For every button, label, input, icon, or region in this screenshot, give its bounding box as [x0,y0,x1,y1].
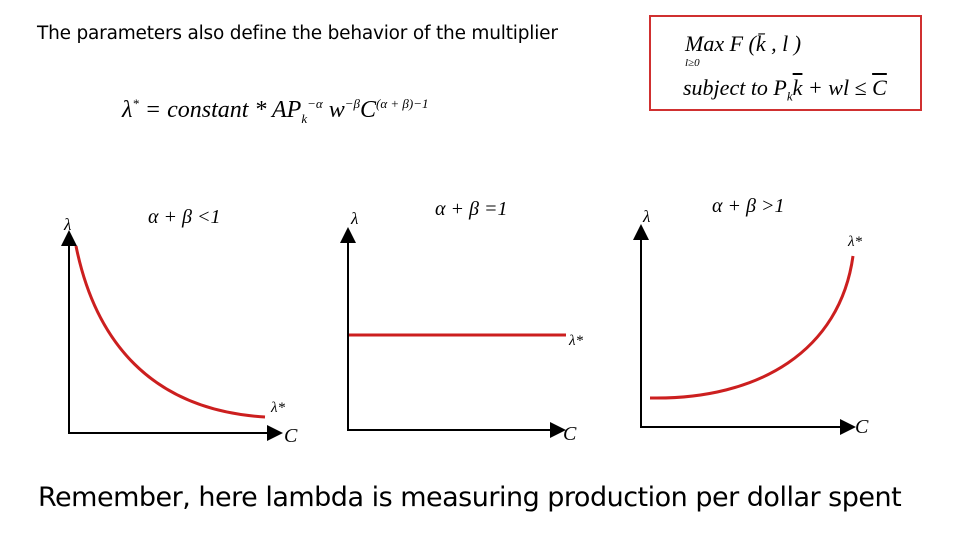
chart2-curve-label: λ* [568,333,583,349]
multiplier-equation: λ* = constant * APk−α w−βC(α + β)−1 [122,96,429,127]
slide-footer: Remember, here lambda is measuring produ… [38,482,902,513]
chart3-x-label: C [855,416,869,438]
eq-p-sub: k [301,110,308,126]
constraint-k-bar: k [792,75,803,100]
chart2-x-label: C [563,423,577,445]
eq-lambda-star: * [132,96,139,111]
chart2-y-label: λ [350,209,358,228]
chart2-condition: α + β =1 [435,198,507,220]
chart3-y-label: λ [642,207,650,226]
constraint-rest: + wl ≤ [802,75,873,100]
eq-c: C [359,97,376,123]
eq-body: = constant * AP [138,97,302,123]
eq-w: w [322,97,345,123]
optimization-problem-box: Max F (k̄ , l ) l≥0 subject to Pkk + wl … [649,15,922,111]
chart-constant: α + β =1 λ C λ* [340,198,583,445]
chart1-curve-label: λ* [270,400,285,416]
chart1-curve [74,245,266,419]
constraint-subject: subject to P [683,75,787,100]
constraint-p-sub: k [786,88,793,104]
objective-line: Max F (k̄ , l ) [685,31,801,57]
eq-c-sup: (α + β)−1 [376,96,429,111]
chart1-y-label: λ [63,215,71,234]
eq-lambda: λ [122,97,133,123]
slide-title: The parameters also define the behavior … [37,23,558,44]
chart3-condition: α + β >1 [712,195,784,217]
chart-increasing: α + β >1 λ C λ* [633,195,869,438]
eq-p-sup: −α [307,96,323,111]
objective-constraint-under: l≥0 [685,57,700,69]
constraint-c-bar: C [872,75,887,100]
eq-w-sup: −β [344,96,360,111]
chart-decreasing: α + β <1 λ C λ* [61,206,298,447]
chart1-condition: α + β <1 [148,206,220,228]
chart1-x-label: C [284,425,298,447]
budget-constraint-line: subject to Pkk + wl ≤ C [683,75,887,104]
objective-max: Max F [685,31,744,56]
chart3-curve-label: λ* [847,234,862,250]
objective-args: (k̄ , l ) [748,31,802,56]
chart3-curve [649,255,855,400]
